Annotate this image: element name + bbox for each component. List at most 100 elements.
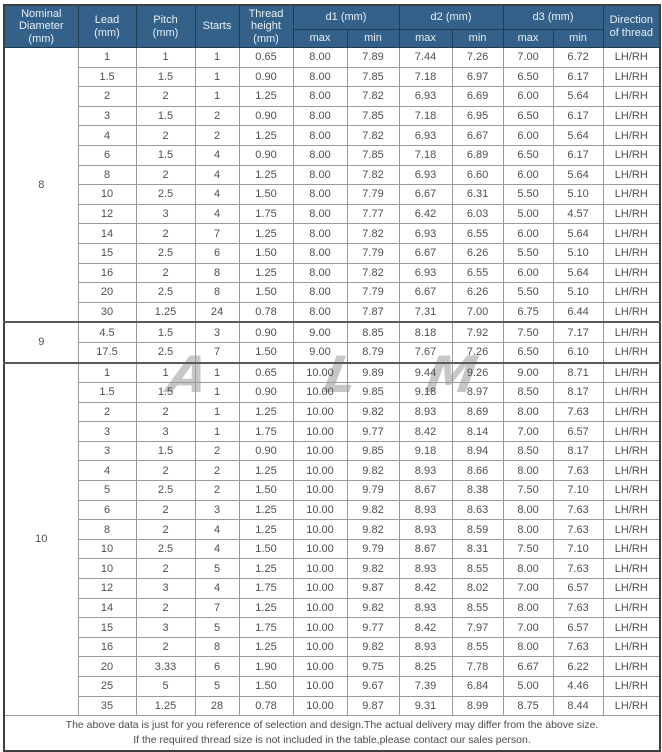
header-d1-max: max xyxy=(292,29,348,48)
table-cell: 1.25 xyxy=(238,262,294,284)
table-cell: 6.67 xyxy=(398,184,453,205)
table-cell: 9.77 xyxy=(346,421,400,442)
table-cell: 0.65 xyxy=(238,47,294,68)
table-cell: 3 xyxy=(77,421,137,442)
table-cell: LH/RH xyxy=(602,262,661,284)
table-row: 10 2.5 4 1.50 8.00 7.79 6.67 6.31 5.50 5.10 LH/RH xyxy=(4,184,661,205)
table-cell: 8.66 xyxy=(451,460,504,482)
table-cell: LH/RH xyxy=(602,105,661,127)
table-cell: 5.50 xyxy=(502,242,554,264)
table-cell: 6.57 xyxy=(552,421,604,442)
table-cell: 15 xyxy=(77,617,137,638)
table-cell: 1 xyxy=(194,86,240,107)
table-cell: 9.82 xyxy=(346,558,400,580)
table-row: 16 2 8 1.25 8.00 7.82 6.93 6.55 6.00 5.64 LH/RH xyxy=(4,262,661,284)
table-cell: 24 xyxy=(194,301,240,323)
table-row: 10 1 1 1 0.65 10.00 9.89 9.44 9.26 9.00 8.71 LH/RH xyxy=(3,361,661,717)
table-cell: 6.00 xyxy=(502,164,554,186)
table-cell: 8.71 xyxy=(552,361,604,384)
table-cell: 10.00 xyxy=(292,480,348,501)
table-cell: 7.18 xyxy=(398,105,453,127)
table-cell: 9.85 xyxy=(346,382,400,403)
table-cell: 8.00 xyxy=(502,597,554,619)
table-cell: 8.00 xyxy=(292,125,348,146)
footnote-line-2: If the required thread size is not inclu… xyxy=(133,733,531,746)
table-cell: 7.00 xyxy=(502,47,554,68)
table-cell: 7.18 xyxy=(398,144,453,166)
table-cell: 9.82 xyxy=(346,401,400,423)
table-cell: 3 xyxy=(77,440,137,462)
table-cell: 5.64 xyxy=(552,262,604,284)
table-cell: 10.00 xyxy=(292,401,348,423)
table-cell: 6.67 xyxy=(502,656,554,677)
table-cell: LH/RH xyxy=(602,125,661,146)
table-row: 8 1 1 1 0.65 8.00 7.89 7.44 7.26 7.00 6.72 LH/RH xyxy=(3,47,661,323)
table-cell: 7.50 xyxy=(502,480,554,501)
table-cell: LH/RH xyxy=(602,86,661,107)
table-cell: 5 xyxy=(135,676,196,697)
table-cell: 1 xyxy=(194,66,240,88)
table-footer: The above data is just for you reference… xyxy=(3,715,661,752)
table-cell: 7.44 xyxy=(398,47,453,68)
table-cell: 1.75 xyxy=(238,203,294,225)
table-row: 6 2 3 1.25 10.00 9.82 8.93 8.63 8.00 7.63 LH/RH xyxy=(4,499,661,521)
header-d2-min: min xyxy=(451,29,504,48)
table-cell: 8.00 xyxy=(502,519,554,540)
table-cell: 7.26 xyxy=(451,47,504,68)
table-cell: 2.5 xyxy=(135,341,196,364)
table-cell: 6.50 xyxy=(502,105,554,127)
table-row: 4 2 2 1.25 8.00 7.82 6.93 6.67 6.00 5.64 LH/RH xyxy=(4,125,661,146)
table-cell: 6.75 xyxy=(502,301,554,323)
table-cell: 4 xyxy=(194,538,240,560)
header-lead: Lead (mm) xyxy=(77,4,137,48)
table-cell: 7.77 xyxy=(346,203,400,225)
table-cell: 8.00 xyxy=(292,184,348,205)
table-cell: 10.00 xyxy=(292,361,348,384)
table-cell: 7.79 xyxy=(346,242,400,264)
table-cell: 1.50 xyxy=(238,282,294,303)
table-cell: 6.00 xyxy=(502,125,554,146)
table-cell: 7.31 xyxy=(398,301,453,323)
table-cell: 2 xyxy=(135,262,196,284)
table-cell: 9.82 xyxy=(346,519,400,540)
table-cell: 8.93 xyxy=(398,499,453,521)
table-cell: 2 xyxy=(135,125,196,146)
table-cell: 6.89 xyxy=(451,144,504,166)
table-cell: LH/RH xyxy=(602,321,661,343)
table-cell: 8.17 xyxy=(552,382,604,403)
table-cell: 6.17 xyxy=(552,144,604,166)
table-cell: LH/RH xyxy=(602,144,661,166)
header-d2: d2 (mm) xyxy=(398,4,504,30)
table-cell: 0.90 xyxy=(238,105,294,127)
table-cell: 2 xyxy=(194,125,240,146)
header-nominal-diameter: Nominal Diameter (mm) xyxy=(3,4,79,48)
table-cell: 8.00 xyxy=(292,86,348,107)
table-cell: 8.55 xyxy=(451,597,504,619)
table-row: 1.5 1.5 1 0.90 10.00 9.85 9.18 8.97 8.50 8.17 LH/R… xyxy=(4,382,661,403)
table-cell: 14 xyxy=(77,223,137,244)
nominal-diameter-cell: 9 xyxy=(3,321,79,364)
table-cell: 17.5 xyxy=(77,341,137,364)
table-cell: 7.67 xyxy=(398,341,453,364)
table-cell: 8.93 xyxy=(398,636,453,658)
table-cell: 8 xyxy=(194,636,240,658)
table-cell: 2 xyxy=(194,440,240,462)
table-cell: 3 xyxy=(135,617,196,638)
table-cell: 8.55 xyxy=(451,636,504,658)
table-cell: 1.25 xyxy=(238,125,294,146)
table-cell: 8.00 xyxy=(292,164,348,186)
table-cell: 6.44 xyxy=(552,301,604,323)
table-cell: 1.5 xyxy=(135,382,196,403)
header-thread-height: Thread height (mm) xyxy=(238,4,294,48)
table-cell: 6.22 xyxy=(552,656,604,677)
table-row: 30 1.25 24 0.78 8.00 7.87 7.31 7.00 6.75 6.44 LH/R… xyxy=(4,301,661,323)
table-cell: 8.50 xyxy=(502,382,554,403)
table-cell: 8.99 xyxy=(451,695,504,717)
table-cell: 9.89 xyxy=(346,361,400,384)
table-cell: 1.50 xyxy=(238,538,294,560)
table-cell: 10.00 xyxy=(292,499,348,521)
table-cell: 1.25 xyxy=(238,460,294,482)
table-cell: 9.87 xyxy=(346,695,400,717)
table-cell: 6.67 xyxy=(451,125,504,146)
table-cell: 3 xyxy=(135,203,196,225)
